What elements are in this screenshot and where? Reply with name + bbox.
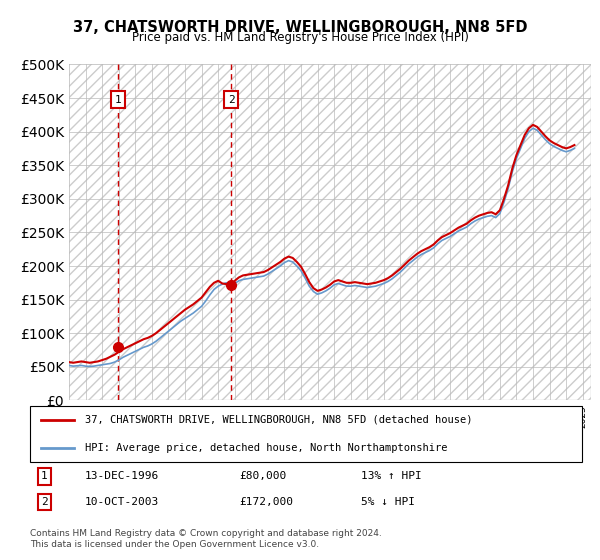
Text: 37, CHATSWORTH DRIVE, WELLINGBOROUGH, NN8 5FD: 37, CHATSWORTH DRIVE, WELLINGBOROUGH, NN… <box>73 20 527 35</box>
Text: Price paid vs. HM Land Registry's House Price Index (HPI): Price paid vs. HM Land Registry's House … <box>131 31 469 44</box>
Text: 37, CHATSWORTH DRIVE, WELLINGBOROUGH, NN8 5FD (detached house): 37, CHATSWORTH DRIVE, WELLINGBOROUGH, NN… <box>85 415 473 425</box>
Text: 10-OCT-2003: 10-OCT-2003 <box>85 497 160 507</box>
Text: £80,000: £80,000 <box>240 471 287 481</box>
FancyBboxPatch shape <box>30 406 582 462</box>
Text: HPI: Average price, detached house, North Northamptonshire: HPI: Average price, detached house, Nort… <box>85 443 448 453</box>
Text: 13-DEC-1996: 13-DEC-1996 <box>85 471 160 481</box>
Text: 2: 2 <box>227 95 235 105</box>
Text: 5% ↓ HPI: 5% ↓ HPI <box>361 497 415 507</box>
Text: 1: 1 <box>115 95 121 105</box>
Text: £172,000: £172,000 <box>240 497 294 507</box>
Text: Contains HM Land Registry data © Crown copyright and database right 2024.
This d: Contains HM Land Registry data © Crown c… <box>30 529 382 549</box>
Text: 2: 2 <box>41 497 48 507</box>
Text: 13% ↑ HPI: 13% ↑ HPI <box>361 471 422 481</box>
Text: 1: 1 <box>41 471 48 481</box>
